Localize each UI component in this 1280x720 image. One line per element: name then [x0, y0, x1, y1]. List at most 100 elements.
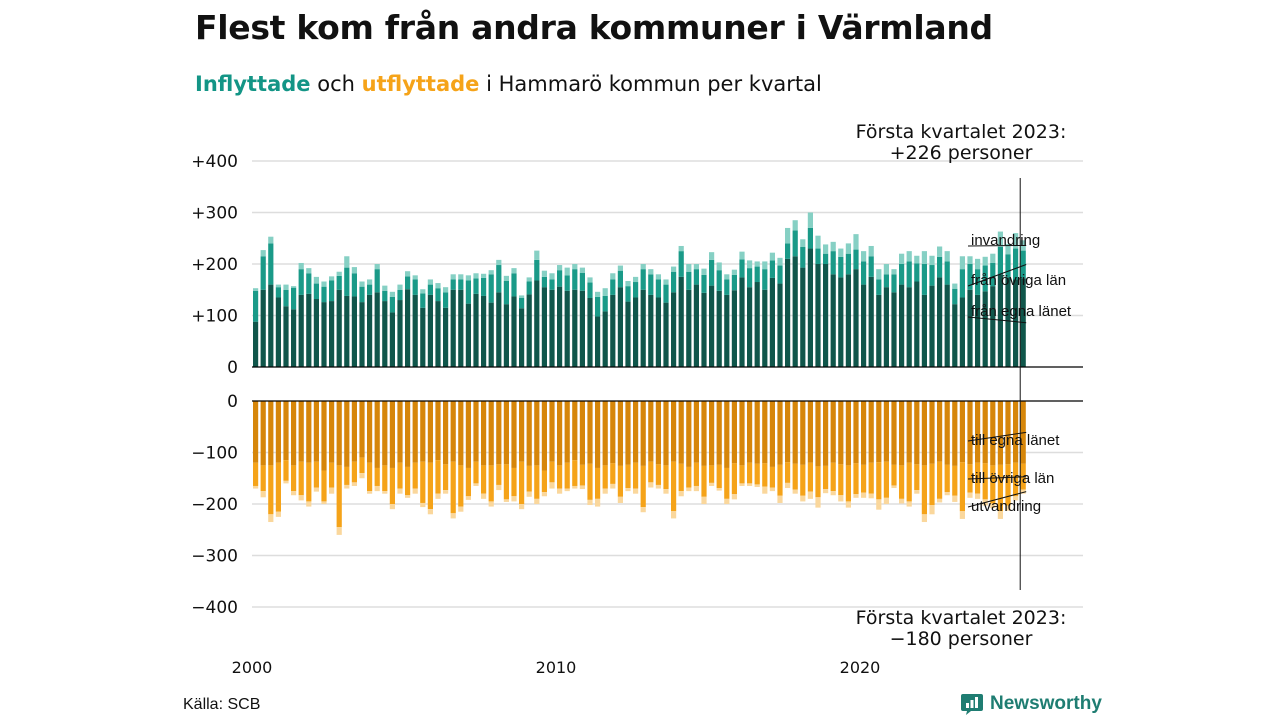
bar-till-ovriga-lan — [351, 461, 357, 483]
bar-till-ovriga-lan — [481, 465, 487, 494]
bar-invandring — [313, 276, 319, 284]
bar-utvandring — [959, 511, 965, 519]
bar-till-egna-lanet — [602, 401, 608, 466]
ytick-bottom: −300 — [191, 547, 238, 567]
bar-invandring — [731, 269, 737, 275]
bar-fran-ovriga-lan — [412, 279, 418, 295]
bar-fran-egna-lanet — [579, 290, 585, 367]
bar-invandring — [648, 269, 654, 275]
bar-utvandring — [671, 511, 677, 519]
bar-invandring — [747, 260, 753, 269]
bar-till-ovriga-lan — [450, 461, 456, 514]
bar-utvandring — [617, 496, 623, 503]
bar-till-egna-lanet — [807, 401, 813, 463]
bar-till-egna-lanet — [655, 401, 661, 465]
bar-fran-ovriga-lan — [321, 286, 327, 303]
bar-invandring — [838, 248, 844, 257]
bar-till-egna-lanet — [549, 401, 555, 462]
bar-till-ovriga-lan — [283, 460, 289, 481]
bar-till-egna-lanet — [534, 401, 540, 466]
bar-invandring — [389, 291, 395, 297]
bar-till-ovriga-lan — [709, 465, 715, 483]
bar-till-egna-lanet — [291, 401, 297, 466]
bar-fran-ovriga-lan — [602, 295, 608, 312]
bar-fran-egna-lanet — [777, 283, 783, 367]
bar-fran-egna-lanet — [1005, 277, 1011, 367]
bar-till-ovriga-lan — [458, 465, 464, 507]
bar-till-egna-lanet — [412, 401, 418, 463]
bar-invandring — [899, 253, 905, 264]
bar-till-ovriga-lan — [595, 467, 601, 499]
bar-till-egna-lanet — [853, 401, 859, 464]
bar-invandring — [975, 258, 981, 270]
bar-utvandring — [313, 487, 319, 492]
bar-utvandring — [663, 489, 669, 494]
bar-fran-egna-lanet — [876, 294, 882, 367]
bar-fran-ovriga-lan — [914, 263, 920, 282]
bar-fran-ovriga-lan — [496, 265, 502, 293]
bar-till-ovriga-lan — [564, 462, 570, 489]
bar-utvandring — [336, 527, 342, 535]
bar-fran-ovriga-lan — [389, 296, 395, 313]
bar-till-egna-lanet — [648, 401, 654, 462]
bar-utvandring — [549, 482, 555, 489]
bar-till-egna-lanet — [701, 401, 707, 466]
leader-line — [967, 264, 1027, 287]
bar-invandring — [997, 231, 1003, 248]
bar-invandring — [610, 273, 616, 280]
bar-fran-egna-lanet — [823, 264, 829, 367]
bar-till-egna-lanet — [891, 401, 897, 465]
bar-till-ovriga-lan — [405, 466, 411, 496]
bar-till-egna-lanet — [899, 401, 905, 466]
bar-till-ovriga-lan — [534, 465, 540, 499]
bar-fran-egna-lanet — [769, 277, 775, 367]
bar-invandring — [967, 256, 973, 264]
bar-utvandring — [602, 488, 608, 494]
bar-fran-egna-lanet — [929, 285, 935, 367]
bar-utvandring — [595, 498, 601, 507]
bar-utvandring — [785, 482, 791, 489]
bar-fran-egna-lanet — [329, 301, 335, 367]
bar-till-egna-lanet — [709, 401, 715, 466]
bar-invandring — [268, 236, 274, 244]
bar-fran-ovriga-lan — [1020, 250, 1026, 279]
bar-till-ovriga-lan — [367, 462, 373, 492]
bar-utvandring — [260, 491, 266, 498]
bar-till-egna-lanet — [731, 401, 737, 464]
bar-invandring — [587, 277, 593, 283]
bar-invandring — [990, 253, 996, 263]
bar-fran-ovriga-lan — [921, 264, 927, 295]
bar-utvandring — [268, 514, 274, 523]
bar-invandring — [541, 270, 547, 277]
bar-utvandring — [405, 495, 411, 498]
bar-fran-egna-lanet — [496, 292, 502, 367]
bar-till-ovriga-lan — [815, 466, 821, 498]
bar-utvandring — [253, 485, 259, 489]
bar-fran-egna-lanet — [883, 287, 889, 368]
bar-fran-egna-lanet — [306, 293, 312, 367]
bar-till-egna-lanet — [769, 401, 775, 467]
bar-till-egna-lanet — [275, 401, 281, 463]
bar-till-ovriga-lan — [762, 463, 768, 487]
bar-invandring — [374, 264, 380, 270]
bar-utvandring — [633, 488, 639, 494]
bar-till-ovriga-lan — [640, 465, 646, 508]
bar-fran-ovriga-lan — [534, 259, 540, 281]
bar-fran-egna-lanet — [830, 274, 836, 367]
xtick-year: 2000 — [232, 658, 273, 677]
bar-till-egna-lanet — [739, 401, 745, 466]
bar-invandring — [686, 264, 692, 272]
bar-fran-egna-lanet — [602, 311, 608, 367]
bar-till-ovriga-lan — [990, 465, 996, 504]
bar-invandring — [762, 261, 768, 270]
bar-invandring — [465, 275, 471, 281]
bar-till-ovriga-lan — [959, 462, 965, 512]
bar-till-egna-lanet — [610, 401, 616, 464]
bar-fran-ovriga-lan — [427, 284, 433, 295]
bar-utvandring — [465, 496, 471, 500]
bar-fran-egna-lanet — [739, 277, 745, 367]
bar-till-egna-lanet — [435, 401, 441, 461]
bar-till-ovriga-lan — [982, 463, 988, 500]
bar-invandring — [921, 251, 927, 265]
bar-utvandring — [511, 496, 517, 502]
